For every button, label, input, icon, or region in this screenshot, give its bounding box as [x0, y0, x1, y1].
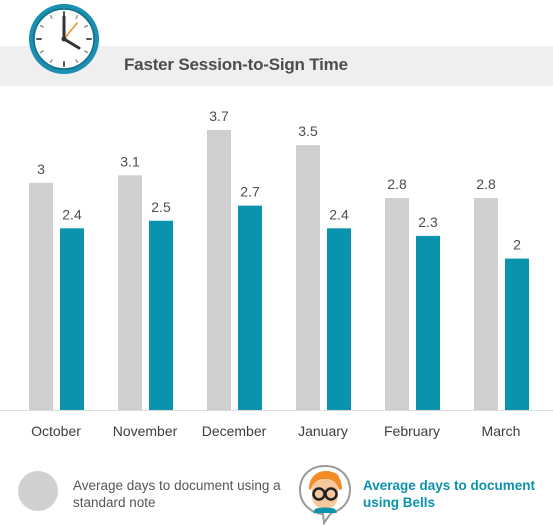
- nurse-avatar-icon: [298, 464, 352, 525]
- value-label-january-series-2: 2.4: [329, 206, 349, 222]
- value-label-november-series-1: 3.1: [120, 153, 140, 169]
- bar-december-series-2: [238, 205, 262, 410]
- value-label-november-series-2: 2.5: [151, 199, 171, 215]
- category-label-november: November: [113, 423, 178, 439]
- bar-february-series-1: [385, 198, 409, 410]
- legend-bells-label: Average days to document using Bells: [363, 478, 536, 510]
- category-label-december: December: [202, 423, 267, 439]
- value-label-march-series-1: 2.8: [476, 176, 496, 192]
- bar-march-series-2: [505, 258, 529, 410]
- bar-december-series-1: [207, 129, 231, 410]
- value-label-february-series-1: 2.8: [387, 176, 407, 192]
- value-label-january-series-1: 3.5: [298, 123, 318, 139]
- chart-title: Faster Session-to-Sign Time: [124, 55, 348, 74]
- clock-icon: [29, 4, 99, 74]
- legend-standard-swatch: [18, 471, 58, 511]
- bar-january-series-2: [327, 228, 351, 410]
- value-label-march-series-2: 2: [513, 237, 521, 253]
- labels-group: 3 2.4 October 3.1 2.5 November 3.7 2.7 December 3…: [31, 108, 521, 439]
- value-label-february-series-2: 2.3: [418, 214, 438, 230]
- bar-february-series-2: [416, 235, 440, 410]
- legend-standard-label: Average days to document using a standar…: [73, 478, 281, 510]
- bar-october-series-1: [29, 182, 53, 410]
- value-label-december-series-1: 3.7: [209, 108, 229, 124]
- category-label-january: January: [298, 423, 348, 439]
- bar-october-series-2: [60, 228, 84, 410]
- category-label-october: October: [31, 423, 81, 439]
- category-label-february: February: [384, 423, 440, 439]
- value-label-december-series-2: 2.7: [240, 184, 260, 200]
- value-label-october-series-2: 2.4: [62, 206, 82, 222]
- bars-group: [29, 129, 529, 411]
- value-label-october-series-1: 3: [37, 161, 45, 177]
- bar-march-series-1: [474, 198, 498, 410]
- bar-january-series-1: [296, 145, 320, 411]
- bar-november-series-1: [118, 175, 142, 410]
- category-label-march: March: [482, 423, 521, 439]
- bar-november-series-2: [149, 220, 173, 410]
